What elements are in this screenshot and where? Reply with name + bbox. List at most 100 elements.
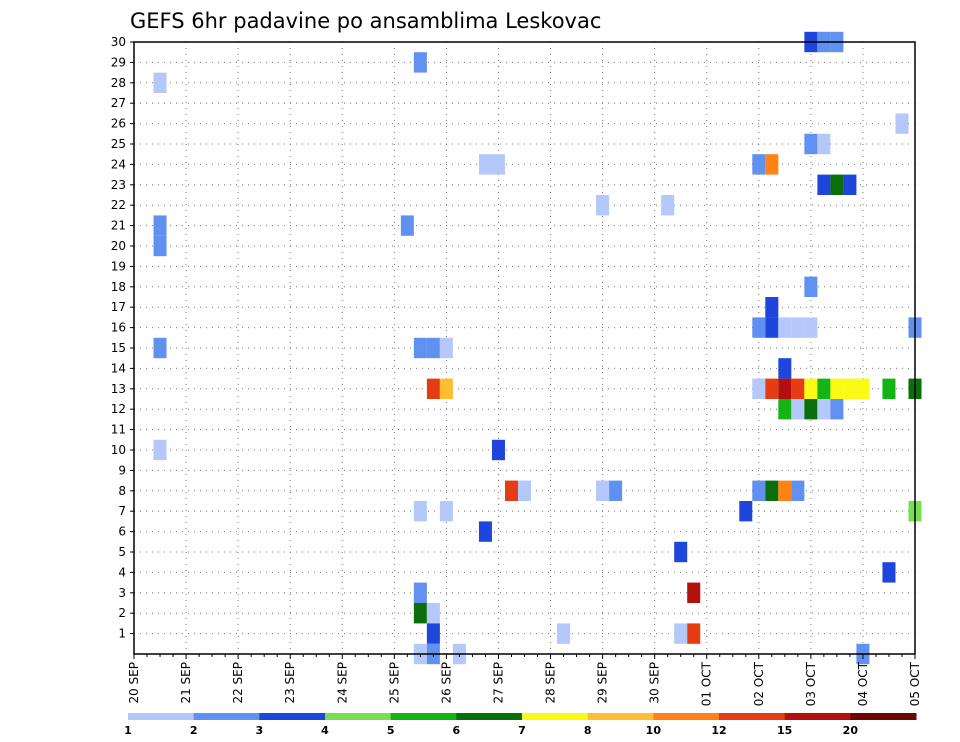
precip-cell — [674, 541, 688, 563]
y-tick-label: 20 — [111, 239, 126, 253]
colorbar-segment — [522, 713, 589, 720]
precip-cell — [817, 399, 831, 420]
x-tick-label: 27 SEP — [491, 662, 505, 704]
precip-cell — [817, 133, 831, 155]
precip-cell — [426, 337, 440, 359]
colorbar-label: 10 — [646, 724, 662, 737]
precip-cell — [439, 378, 453, 399]
colorbar-segment — [193, 713, 260, 720]
x-tick-label: 24 SEP — [335, 662, 349, 704]
precip-cell — [687, 623, 701, 644]
precip-cells — [153, 31, 922, 665]
precip-cell — [153, 235, 167, 257]
precip-cell — [765, 154, 779, 175]
precip-cell — [413, 582, 427, 603]
precip-cell — [752, 317, 766, 338]
precip-cell — [765, 317, 779, 338]
y-tick-label: 5 — [118, 545, 126, 559]
y-tick-label: 7 — [118, 504, 126, 518]
precip-cell — [413, 603, 427, 624]
precip-cell — [778, 358, 792, 379]
colorbar-label: 4 — [321, 724, 329, 737]
y-tick-label: 8 — [118, 484, 126, 498]
colorbar-label: 1 — [124, 724, 132, 737]
x-tick-label: 28 SEP — [544, 662, 558, 704]
x-tick-labels: 20 SEP 21 SEP 22 SEP 23 SEP 24 SEP 25 SEP 26 S… — [127, 661, 922, 706]
x-tick-label: 25 SEP — [387, 662, 401, 704]
x-tick-label: 29 SEP — [596, 662, 610, 704]
y-tick-label: 22 — [111, 198, 126, 212]
x-tick-label: 04 OCT — [856, 661, 870, 706]
precip-cell — [830, 174, 844, 195]
precip-cell — [504, 480, 518, 501]
precip-cell — [674, 623, 688, 644]
precip-cell — [791, 378, 805, 399]
precip-cell — [830, 378, 844, 399]
precip-cell — [804, 317, 818, 338]
precip-cell — [413, 337, 427, 359]
precip-cell — [830, 399, 844, 420]
precip-cell — [856, 378, 870, 399]
precip-cell — [804, 276, 818, 297]
colorbar-label: 20 — [843, 724, 859, 737]
colorbar-segment — [653, 713, 720, 720]
y-tick-label: 14 — [111, 361, 126, 375]
precip-cell — [413, 52, 427, 73]
y-tick-label: 19 — [111, 259, 126, 273]
precip-cell — [765, 297, 779, 318]
precip-cell — [817, 174, 831, 195]
precip-cell — [439, 501, 453, 522]
precip-cell — [426, 378, 440, 399]
precip-cell — [153, 215, 167, 236]
x-tick-label: 03 OCT — [804, 661, 818, 706]
colorbar: 1 2 3 4 5 6 7 8 10 12 15 20 — [124, 713, 917, 737]
colorbar-segment — [850, 713, 917, 720]
precip-cell — [413, 501, 427, 522]
y-tick-label: 28 — [111, 76, 126, 90]
x-tick-label: 23 SEP — [283, 662, 297, 704]
precip-cell — [804, 399, 818, 420]
y-tick-label: 17 — [111, 300, 126, 314]
y-tick-label: 29 — [111, 55, 126, 69]
x-tick-label: 30 SEP — [648, 662, 662, 704]
precip-cell — [426, 623, 440, 644]
colorbar-segment — [390, 713, 457, 720]
y-tick-label: 24 — [111, 157, 126, 171]
x-tick-label: 22 SEP — [231, 662, 245, 704]
precip-cell — [817, 378, 831, 399]
y-tick-label: 12 — [111, 402, 126, 416]
colorbar-segment — [587, 713, 654, 720]
precip-cell — [765, 480, 779, 501]
y-tick-label: 18 — [111, 280, 126, 294]
precip-cell — [400, 215, 414, 236]
x-tick-label: 05 OCT — [908, 661, 922, 706]
precip-cell — [804, 133, 818, 155]
x-tick-label: 21 SEP — [179, 662, 193, 704]
colorbar-label: 3 — [256, 724, 264, 737]
y-tick-label: 30 — [111, 35, 126, 49]
precip-cell — [804, 378, 818, 399]
precip-cell — [882, 378, 896, 399]
precip-cell — [765, 378, 779, 399]
precip-cell — [661, 195, 675, 216]
y-tick-label: 27 — [111, 96, 126, 110]
precip-cell — [478, 521, 492, 542]
x-tick-label: 01 OCT — [700, 661, 714, 706]
precip-cell — [895, 113, 909, 134]
y-tick-label: 23 — [111, 178, 126, 192]
precip-cell — [739, 501, 753, 522]
colorbar-label: 15 — [777, 724, 792, 737]
precip-cell — [491, 154, 505, 175]
precip-cell — [609, 480, 623, 501]
precip-cell — [778, 480, 792, 501]
y-tick-label: 21 — [111, 219, 126, 233]
y-tick-label: 3 — [118, 586, 126, 600]
precip-cell — [478, 154, 492, 175]
colorbar-segment — [128, 713, 195, 720]
x-tick-label: 02 OCT — [752, 661, 766, 706]
y-tick-label: 9 — [118, 463, 126, 477]
colorbar-label: 2 — [190, 724, 198, 737]
precip-cell — [517, 480, 532, 501]
precip-cell — [153, 72, 167, 93]
